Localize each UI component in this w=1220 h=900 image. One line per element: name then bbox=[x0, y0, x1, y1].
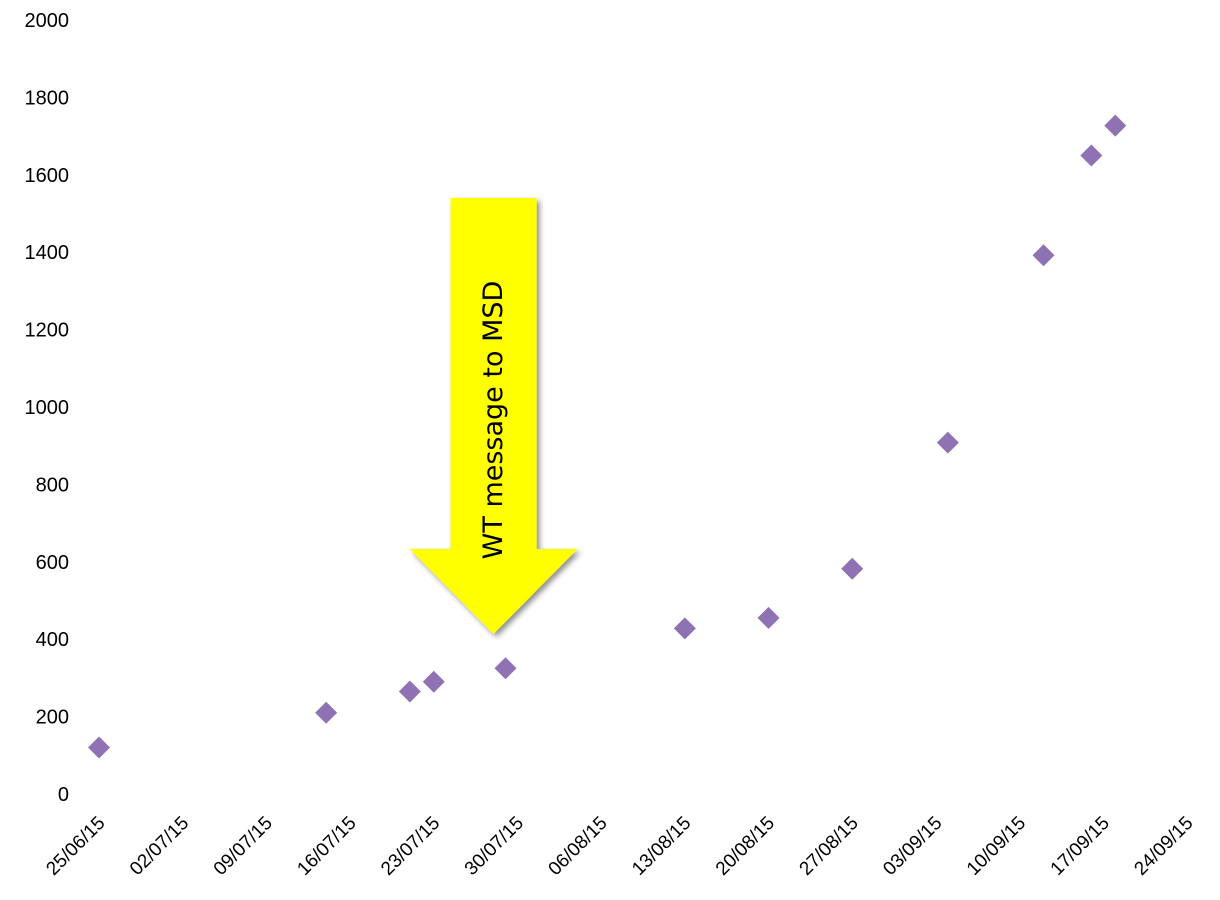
x-tick-label: 03/09/15 bbox=[879, 813, 946, 880]
y-tick-label: 800 bbox=[36, 474, 69, 496]
annotation-layer: WT message to MSD bbox=[409, 198, 578, 634]
y-tick-label: 1800 bbox=[25, 87, 70, 109]
x-tick-label: 02/07/15 bbox=[126, 813, 193, 880]
y-tick-label: 600 bbox=[36, 552, 69, 574]
y-tick-label: 1000 bbox=[25, 397, 70, 419]
data-point bbox=[757, 606, 780, 629]
y-tick-label: 0 bbox=[58, 784, 69, 806]
y-tick-label: 200 bbox=[36, 707, 69, 729]
data-point bbox=[841, 557, 864, 580]
x-tick-label: 27/08/15 bbox=[796, 813, 863, 880]
x-tick-label: 20/08/15 bbox=[712, 813, 779, 880]
y-tick-label: 1200 bbox=[25, 320, 70, 342]
y-tick-label: 400 bbox=[36, 629, 69, 651]
x-tick-label: 13/08/15 bbox=[628, 813, 695, 880]
x-tick-label: 17/09/15 bbox=[1047, 813, 1114, 880]
data-point bbox=[398, 680, 421, 703]
data-points bbox=[88, 114, 1127, 759]
x-tick-label: 23/07/15 bbox=[377, 813, 444, 880]
data-point bbox=[1032, 244, 1055, 267]
data-point bbox=[1104, 114, 1127, 137]
annotation-arrow bbox=[409, 198, 578, 634]
data-point bbox=[422, 670, 445, 693]
x-axis-tick-labels: 25/06/15 02/07/15 09/07/15 16/07/15 23/07/15… bbox=[42, 813, 1197, 880]
y-axis-tick-labels: 0 200 400 600 800 1000 1200 1400 1600 1800 2000 bbox=[25, 10, 70, 806]
data-point bbox=[936, 431, 959, 454]
y-tick-label: 1400 bbox=[25, 242, 70, 264]
data-point bbox=[315, 701, 338, 724]
data-point bbox=[494, 657, 517, 680]
x-tick-label: 10/09/15 bbox=[963, 813, 1030, 880]
x-tick-label: 24/09/15 bbox=[1130, 813, 1197, 880]
x-tick-label: 16/07/15 bbox=[293, 813, 360, 880]
x-tick-label: 09/07/15 bbox=[210, 813, 277, 880]
x-tick-label: 30/07/15 bbox=[461, 813, 528, 880]
data-point bbox=[88, 736, 110, 759]
y-tick-label: 1600 bbox=[25, 165, 70, 187]
y-tick-label: 2000 bbox=[25, 10, 70, 32]
x-tick-label: 06/08/15 bbox=[545, 813, 612, 880]
data-point bbox=[1080, 144, 1103, 167]
annotation-label: WT message to MSD bbox=[478, 281, 509, 560]
data-point bbox=[673, 617, 696, 640]
x-tick-label: 25/06/15 bbox=[42, 813, 109, 880]
